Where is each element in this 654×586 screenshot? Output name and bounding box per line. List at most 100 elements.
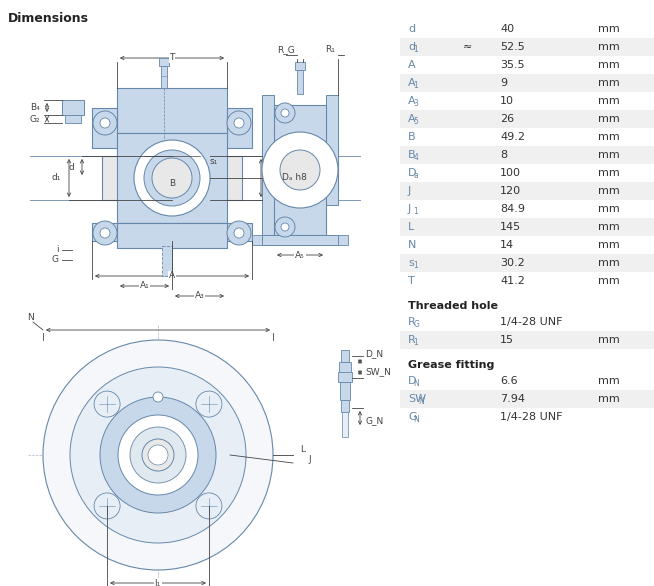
Text: 9: 9 <box>500 78 507 88</box>
Text: G₂: G₂ <box>29 114 40 124</box>
Text: A₅: A₅ <box>295 250 305 260</box>
Text: 10: 10 <box>500 96 514 106</box>
Bar <box>227 108 252 148</box>
Bar <box>339 362 351 376</box>
Text: B₄: B₄ <box>30 103 40 111</box>
Text: 120: 120 <box>500 186 521 196</box>
Text: mm: mm <box>598 204 620 214</box>
Bar <box>400 408 654 426</box>
Bar <box>341 400 349 412</box>
Text: N: N <box>27 314 33 322</box>
Text: 40: 40 <box>500 24 514 34</box>
Text: Dₐ h8: Dₐ h8 <box>282 173 307 182</box>
Bar <box>92 108 117 148</box>
Circle shape <box>275 217 295 237</box>
Bar <box>262 95 274 245</box>
Text: J: J <box>308 455 311 465</box>
Circle shape <box>234 118 244 128</box>
Text: R: R <box>408 317 416 327</box>
Text: 4: 4 <box>413 153 418 162</box>
Bar <box>400 164 654 182</box>
Text: J: J <box>408 186 411 196</box>
Bar <box>162 246 172 276</box>
Text: 52.5: 52.5 <box>500 42 525 52</box>
Text: d: d <box>408 42 415 52</box>
Bar <box>274 105 326 235</box>
Text: mm: mm <box>598 186 620 196</box>
Text: N: N <box>419 397 424 406</box>
Circle shape <box>134 140 210 216</box>
Text: 14: 14 <box>500 240 514 250</box>
Text: SW: SW <box>408 394 426 404</box>
Text: R₁: R₁ <box>325 46 335 54</box>
Text: mm: mm <box>598 168 620 178</box>
Text: A: A <box>169 271 175 281</box>
Text: B: B <box>408 132 416 142</box>
Bar <box>338 372 352 382</box>
Text: 6.6: 6.6 <box>500 376 517 386</box>
Circle shape <box>262 132 338 208</box>
Text: Grease fitting: Grease fitting <box>408 360 494 370</box>
Bar <box>262 148 338 192</box>
Text: N: N <box>413 415 419 424</box>
Bar <box>161 66 167 88</box>
Circle shape <box>234 228 244 238</box>
Text: 1: 1 <box>413 338 418 347</box>
Text: s: s <box>408 258 414 268</box>
Bar <box>400 182 654 200</box>
Text: J₁: J₁ <box>155 578 161 586</box>
Text: mm: mm <box>598 96 620 106</box>
Text: G: G <box>408 412 417 422</box>
Circle shape <box>94 493 120 519</box>
Text: N: N <box>408 240 417 250</box>
Circle shape <box>70 367 246 543</box>
Text: 26: 26 <box>500 114 514 124</box>
Bar <box>400 218 654 236</box>
Bar <box>400 20 654 38</box>
Bar <box>117 133 227 223</box>
Text: B: B <box>408 150 416 160</box>
Bar <box>400 254 654 272</box>
Text: 1: 1 <box>413 207 418 216</box>
Bar <box>400 372 654 390</box>
Text: Threaded hole: Threaded hole <box>408 301 498 311</box>
Text: G: G <box>52 255 59 264</box>
Bar <box>400 56 654 74</box>
Text: A: A <box>408 60 416 70</box>
Text: mm: mm <box>598 132 620 142</box>
Text: A: A <box>408 96 416 106</box>
Bar <box>62 100 84 115</box>
Bar <box>338 235 348 245</box>
Bar <box>400 128 654 146</box>
Text: 3: 3 <box>413 99 418 108</box>
Circle shape <box>93 221 117 245</box>
Bar <box>400 236 654 254</box>
Circle shape <box>118 415 198 495</box>
Text: 1: 1 <box>413 81 418 90</box>
Bar <box>295 62 305 70</box>
Circle shape <box>196 493 222 519</box>
Bar <box>117 223 227 248</box>
Bar <box>400 74 654 92</box>
Text: d: d <box>68 162 74 172</box>
Text: mm: mm <box>598 222 620 232</box>
Text: R_G: R_G <box>277 46 295 54</box>
Bar <box>262 235 338 245</box>
Text: d: d <box>408 24 415 34</box>
Circle shape <box>227 221 251 245</box>
Bar <box>400 38 654 56</box>
Text: A₁: A₁ <box>139 281 149 291</box>
Bar <box>400 390 654 408</box>
Text: Dimensions: Dimensions <box>8 12 89 25</box>
Text: A: A <box>408 114 416 124</box>
Text: 7.94: 7.94 <box>500 394 525 404</box>
Text: s₁: s₁ <box>210 156 218 165</box>
Text: D: D <box>408 168 417 178</box>
Bar <box>117 88 227 133</box>
Text: G: G <box>413 320 419 329</box>
Circle shape <box>153 392 163 402</box>
Circle shape <box>100 228 110 238</box>
Text: 15: 15 <box>500 335 514 345</box>
Text: ≈: ≈ <box>463 42 473 52</box>
Text: L: L <box>300 445 305 455</box>
